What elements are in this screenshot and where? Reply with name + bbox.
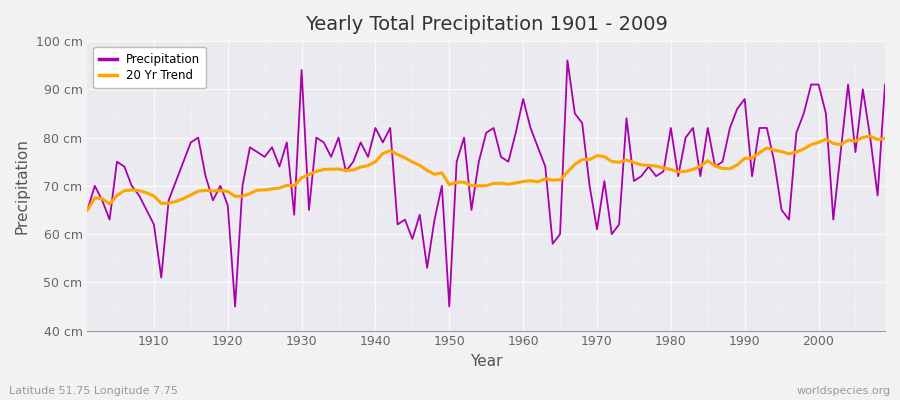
Precipitation xyxy=(518,97,528,102)
20 Yr Trend xyxy=(879,136,890,141)
X-axis label: Year: Year xyxy=(470,354,502,369)
Precipitation xyxy=(141,208,152,212)
20 Yr Trend xyxy=(510,180,521,185)
Text: Latitude 51.75 Longitude 7.75: Latitude 51.75 Longitude 7.75 xyxy=(9,386,178,396)
Precipitation xyxy=(230,304,240,309)
Precipitation xyxy=(356,140,366,145)
Line: Precipitation: Precipitation xyxy=(87,60,885,306)
Line: 20 Yr Trend: 20 Yr Trend xyxy=(87,136,885,210)
20 Yr Trend xyxy=(303,172,314,177)
20 Yr Trend xyxy=(348,168,359,172)
Precipitation xyxy=(621,116,632,121)
Y-axis label: Precipitation: Precipitation xyxy=(15,138,30,234)
Precipitation xyxy=(311,135,322,140)
Precipitation xyxy=(562,58,572,63)
Legend: Precipitation, 20 Yr Trend: Precipitation, 20 Yr Trend xyxy=(94,47,206,88)
Precipitation xyxy=(82,208,93,212)
20 Yr Trend xyxy=(141,190,152,195)
Precipitation xyxy=(879,82,890,87)
Text: worldspecies.org: worldspecies.org xyxy=(796,386,891,396)
20 Yr Trend xyxy=(82,208,93,212)
20 Yr Trend xyxy=(518,179,528,184)
Title: Yearly Total Precipitation 1901 - 2009: Yearly Total Precipitation 1901 - 2009 xyxy=(305,15,668,34)
20 Yr Trend xyxy=(607,159,617,164)
20 Yr Trend xyxy=(865,134,876,138)
Precipitation xyxy=(525,126,535,130)
